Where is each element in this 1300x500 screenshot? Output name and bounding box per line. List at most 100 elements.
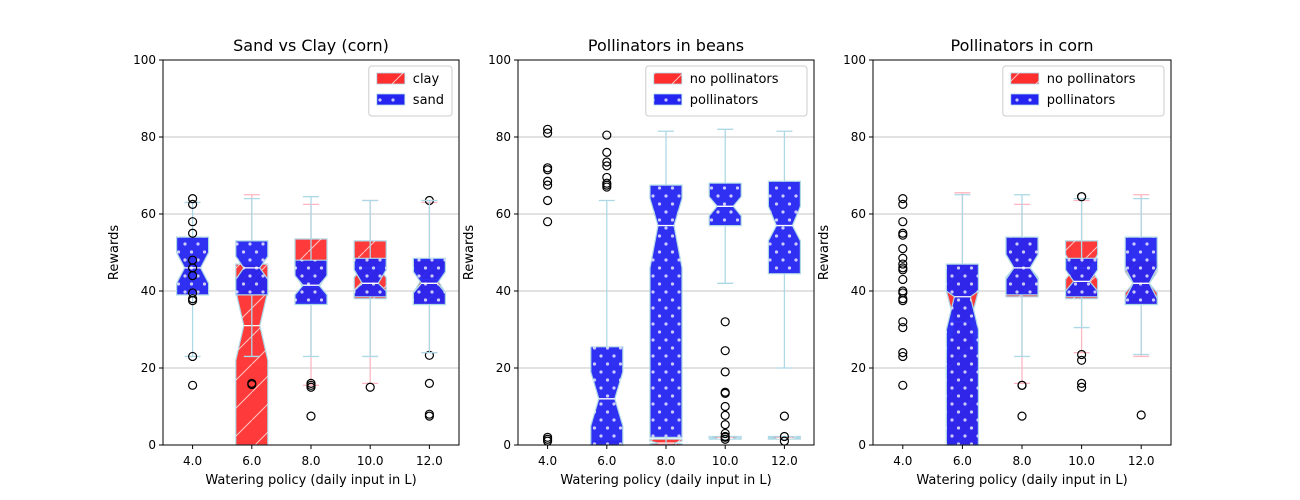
x-tick-label: 12.0	[1128, 454, 1155, 468]
y-tick-label: 0	[858, 438, 866, 452]
y-tick-label: 80	[851, 130, 866, 144]
legend-swatch-hatch	[653, 94, 682, 105]
outlier-point	[602, 182, 612, 192]
x-tick-label: 8.0	[656, 454, 675, 468]
outlier-point	[247, 378, 257, 388]
x-axis-label: Watering policy (daily input in L)	[916, 473, 1127, 488]
subplot-panels: 0 20 40 60 80 100 4.0 6.0 8.0 10.0 12.0 Sand vs Cla…	[107, 36, 1172, 488]
y-tick-label: 0	[503, 438, 511, 452]
outlier-point	[188, 228, 198, 238]
x-tick-label: 4.0	[893, 454, 912, 468]
outlier-point	[898, 317, 908, 327]
box-pollinators-12.0	[1124, 197, 1158, 420]
y-tick-label: 80	[496, 130, 511, 144]
outlier-point	[898, 274, 908, 285]
outlier-point	[898, 259, 908, 269]
outlier-point	[424, 409, 434, 419]
outlier-point	[542, 163, 553, 173]
outlier-point	[898, 322, 908, 333]
outlier-point	[720, 419, 730, 430]
box-hatch	[650, 185, 682, 438]
y-tick-label: 60	[851, 207, 866, 221]
legend: no pollinators pollinators	[1002, 65, 1165, 117]
x-tick-label: 12.0	[416, 454, 443, 468]
outlier-point	[1076, 349, 1087, 360]
outlier-point	[720, 346, 730, 356]
box-pollinators-8.0	[1005, 194, 1039, 421]
outlier-point	[602, 130, 612, 140]
legend-label: no pollinators	[690, 72, 779, 87]
box-hatch	[768, 181, 801, 274]
box-sand-10.0	[353, 199, 387, 358]
y-axis-label: Rewards	[107, 225, 122, 280]
outlier-point	[602, 161, 612, 171]
outlier-point	[898, 253, 908, 263]
x-tick-label: 4.0	[538, 454, 557, 468]
box-no-pollinators-10.0	[708, 435, 742, 440]
outlier-point	[898, 351, 908, 362]
outlier-point	[720, 367, 730, 377]
outlier-point	[602, 180, 612, 190]
outlier-point	[542, 180, 553, 190]
box-hatch	[176, 237, 209, 295]
outlier-point	[720, 388, 730, 399]
x-tick-label: 10.0	[1068, 454, 1095, 468]
legend-label: pollinators	[1047, 93, 1116, 108]
legend: clay sand	[368, 65, 453, 117]
legend: no pollinators pollinators	[645, 65, 808, 117]
y-tick-label: 40	[141, 284, 156, 298]
box-hatch	[413, 258, 446, 305]
outlier-point	[542, 124, 553, 134]
outlier-point	[1076, 378, 1087, 388]
box-hatch	[295, 260, 327, 305]
box-pollinators-10.0	[708, 128, 742, 444]
outlier-point	[188, 199, 198, 209]
outlier-point	[1076, 382, 1087, 392]
outlier-point	[306, 411, 316, 421]
outlier-point	[542, 165, 553, 175]
y-axis-label: Rewards	[462, 225, 477, 280]
box-pollinators-6.0	[590, 130, 624, 446]
y-tick-label: 60	[141, 207, 156, 221]
outlier-point	[720, 401, 730, 412]
outlier-point	[720, 428, 730, 439]
outlier-point	[602, 147, 612, 157]
outlier-point	[1136, 410, 1146, 420]
box-no-pollinators-12.0	[767, 435, 802, 440]
y-tick-label: 40	[851, 284, 866, 298]
outlier-point	[898, 294, 908, 304]
outlier-point	[365, 382, 375, 392]
y-tick-label: 20	[851, 361, 866, 375]
outlier-point	[1017, 411, 1027, 421]
legend-label: sand	[413, 93, 444, 108]
legend-swatch-hatch	[1010, 73, 1039, 84]
legend-swatch-hatch	[376, 94, 405, 105]
outlier-point	[188, 271, 198, 281]
x-tick-label: 4.0	[183, 454, 202, 468]
box-pollinators-6.0	[945, 194, 980, 446]
outlier-point	[424, 378, 434, 388]
legend-label: pollinators	[690, 93, 759, 108]
legend-frame	[1002, 65, 1165, 117]
outlier-point	[188, 217, 198, 227]
y-axis-label: Rewards	[817, 225, 832, 280]
legend-swatch-hatch	[1010, 94, 1039, 105]
outlier-point	[898, 265, 908, 275]
x-tick-label: 10.0	[712, 454, 739, 468]
y-tick-label: 80	[141, 130, 156, 144]
outlier-point	[542, 217, 553, 227]
legend-label: clay	[413, 72, 440, 87]
chart-title: Sand vs Clay (corn)	[233, 36, 389, 55]
outlier-point	[720, 317, 730, 327]
x-axis-label: Watering policy (daily input in L)	[560, 473, 771, 488]
legend-swatch-hatch	[376, 73, 405, 84]
box-hatch	[1125, 237, 1158, 305]
box-pollinators-4.0	[542, 124, 553, 446]
y-tick-label: 20	[141, 361, 156, 375]
outlier-point	[898, 217, 908, 227]
outlier-point	[898, 230, 908, 240]
outlier-point	[898, 244, 908, 254]
outlier-point	[188, 194, 198, 204]
box-pollinators-8.0	[649, 130, 683, 446]
